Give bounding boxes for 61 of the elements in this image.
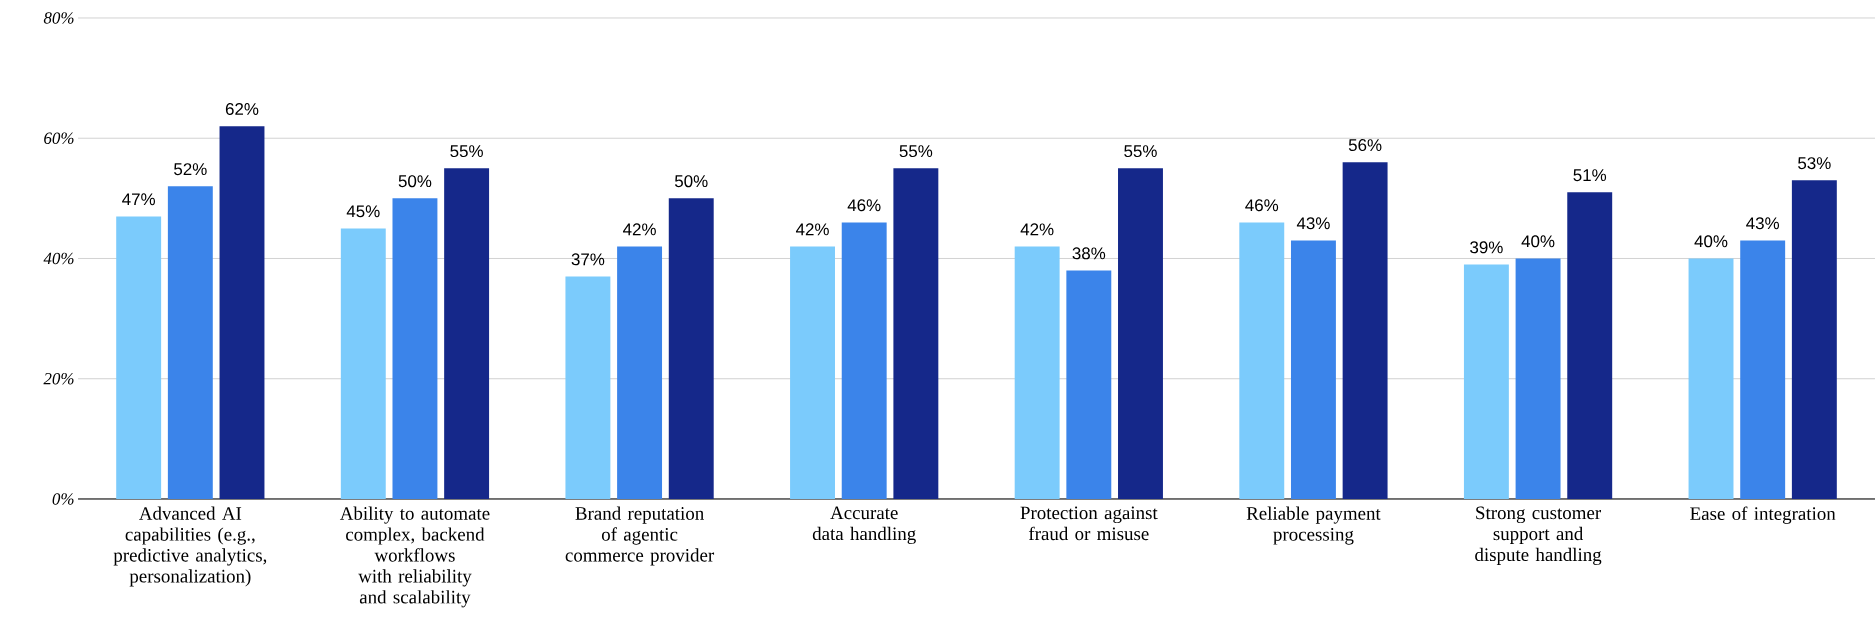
data-label: 51% <box>1573 169 1607 182</box>
data-label: 50% <box>398 175 432 188</box>
data-label: 42% <box>1020 223 1054 236</box>
data-label: 42% <box>795 223 829 236</box>
data-label: 50% <box>674 175 708 188</box>
y-tick-label: 0% <box>52 493 74 505</box>
x-tick-label: Ability to automate complex, backend workflows with reliability and scalability <box>339 506 490 608</box>
data-label: 40% <box>1521 235 1555 248</box>
data-label: 43% <box>1746 217 1780 230</box>
bar <box>1342 162 1388 499</box>
bar <box>392 198 438 499</box>
bar <box>565 276 611 499</box>
data-label: 40% <box>1694 235 1728 248</box>
y-tick-label: 60% <box>44 132 74 144</box>
bar <box>1567 192 1613 499</box>
data-label: 42% <box>623 223 656 236</box>
x-tick-label: Strong customer support and dispute handling <box>1475 506 1602 565</box>
data-label: 62% <box>225 103 259 116</box>
x-tick-label: Reliable payment processing <box>1246 506 1381 545</box>
x-tick-label: Advanced AI capabilities (e.g., predictive analytics, personalization) <box>113 506 267 587</box>
bar <box>340 228 386 499</box>
x-tick-label: Protection against fraud or misuse <box>1020 506 1158 541</box>
data-label: 37% <box>571 253 605 266</box>
y-tick-label: 40% <box>43 252 74 265</box>
bar <box>1688 258 1734 499</box>
bar <box>1239 222 1285 499</box>
data-label: 47% <box>122 193 155 206</box>
bar <box>1515 258 1561 499</box>
data-label: 53% <box>1798 157 1831 170</box>
data-label: 46% <box>1245 199 1279 212</box>
x-tick-label: Brand reputation of agentic commerce provider <box>565 506 715 566</box>
data-label: 43% <box>1296 217 1330 230</box>
bar <box>841 222 887 499</box>
x-tick-label: Ease of integration <box>1690 506 1836 524</box>
x-tick-label: Accurate data handling <box>812 506 916 544</box>
bar <box>116 216 162 499</box>
data-label: 52% <box>174 163 207 176</box>
data-label: 55% <box>899 145 933 158</box>
bar <box>790 246 835 499</box>
y-tick-label: 80% <box>43 12 74 24</box>
data-label: 38% <box>1072 247 1106 260</box>
bar <box>1066 270 1112 499</box>
bar <box>1791 180 1837 499</box>
bar <box>893 168 939 499</box>
data-label: 56% <box>1348 139 1382 152</box>
data-label: 55% <box>450 145 483 158</box>
data-label: 45% <box>346 205 380 218</box>
bar <box>668 198 714 499</box>
data-label: 55% <box>1124 145 1157 158</box>
bar <box>1740 240 1786 499</box>
bar <box>617 246 663 499</box>
bar <box>1014 246 1060 499</box>
data-label: 39% <box>1470 241 1503 254</box>
bar <box>1118 168 1163 499</box>
y-tick-label: 20% <box>43 372 74 385</box>
bar <box>167 186 213 499</box>
bar <box>1463 264 1509 499</box>
bar <box>219 126 265 499</box>
data-label: 46% <box>847 199 881 212</box>
bar <box>444 168 490 499</box>
bar <box>1290 240 1336 499</box>
